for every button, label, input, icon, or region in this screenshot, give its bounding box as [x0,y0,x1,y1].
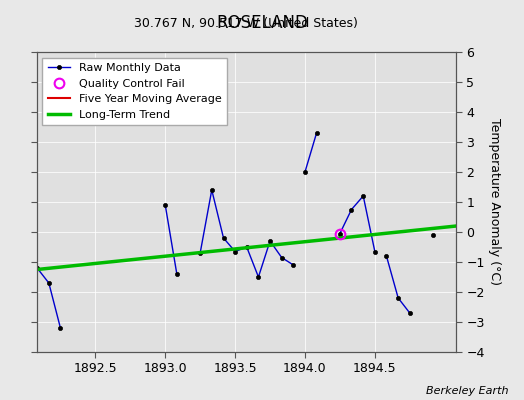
Raw Monthly Data [34,266,40,270]
Text: ROSELAND: ROSELAND [216,14,308,32]
Raw Monthly Data [57,326,63,330]
Y-axis label: Temperature Anomaly (°C): Temperature Anomaly (°C) [488,118,501,286]
Legend: Raw Monthly Data, Quality Control Fail, Five Year Moving Average, Long-Term Tren: Raw Monthly Data, Quality Control Fail, … [42,58,227,125]
Title: 30.767 N, 90.517 W (United States): 30.767 N, 90.517 W (United States) [134,17,358,30]
Line: Raw Monthly Data: Raw Monthly Data [35,266,62,330]
Raw Monthly Data [46,281,52,286]
Text: Berkeley Earth: Berkeley Earth [426,386,508,396]
